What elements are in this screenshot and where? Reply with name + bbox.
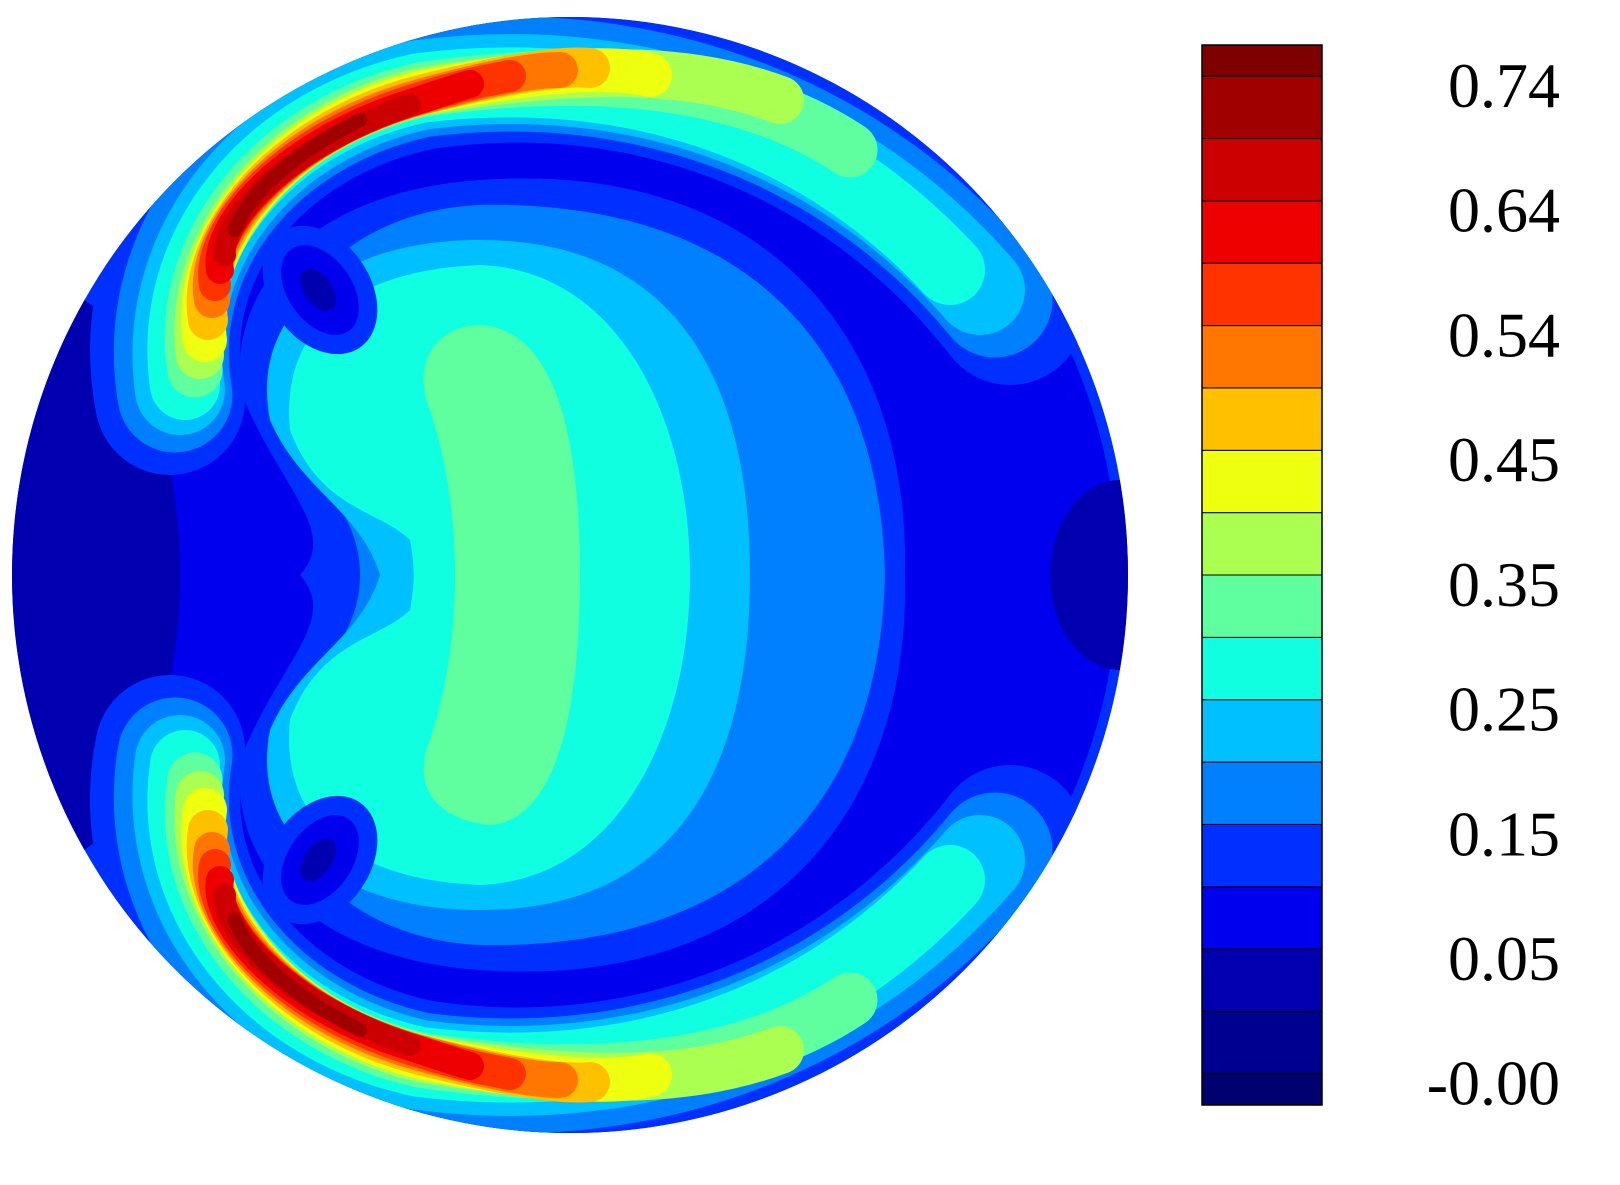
colorbar-band	[1201, 200, 1323, 264]
colorbar-band	[1201, 886, 1323, 950]
colorbar-band	[1201, 574, 1323, 638]
colorbar-band	[1201, 44, 1323, 77]
colorbar: -0.00 0.05 0.15 0.25 0.35 0.45 0.54 0.64 0.74	[1201, 44, 1560, 1119]
colorbar-label: 0.74	[1448, 50, 1560, 121]
colorbar-label: 0.54	[1448, 299, 1560, 370]
colorbar-label: 0.15	[1448, 798, 1560, 869]
colorbar-frame	[1201, 44, 1323, 1106]
colorbar-label: 0.05	[1448, 923, 1560, 994]
colorbar-band	[1201, 262, 1323, 327]
colorbar-band	[1201, 1073, 1323, 1106]
colorbar-band	[1201, 948, 1323, 1012]
colorbar-band	[1201, 449, 1323, 514]
colorbar-band	[1201, 512, 1323, 576]
colorbar-band	[1201, 387, 1323, 451]
colorbar-band	[1201, 325, 1323, 389]
colorbar-band	[1201, 138, 1323, 202]
colorbar-label: 0.45	[1448, 424, 1560, 495]
contour-region	[300, 268, 336, 312]
colorbar-label: 0.35	[1448, 549, 1560, 620]
colorbar-label: 0.25	[1448, 674, 1560, 745]
colorbar-band	[1201, 75, 1323, 140]
colorbar-band	[1201, 699, 1323, 763]
colorbar-band	[1201, 761, 1323, 825]
colorbar-band	[1201, 823, 1323, 888]
colorbar-label: 0.64	[1448, 175, 1560, 246]
contour-region	[1050, 480, 1128, 670]
colorbar-label: -0.00	[1427, 1048, 1560, 1119]
contour-field	[12, 17, 1128, 1133]
contour-region	[423, 325, 580, 825]
colorbar-band	[1201, 636, 1323, 701]
colorbar-band	[1201, 1010, 1323, 1075]
contour-band	[228, 113, 367, 237]
